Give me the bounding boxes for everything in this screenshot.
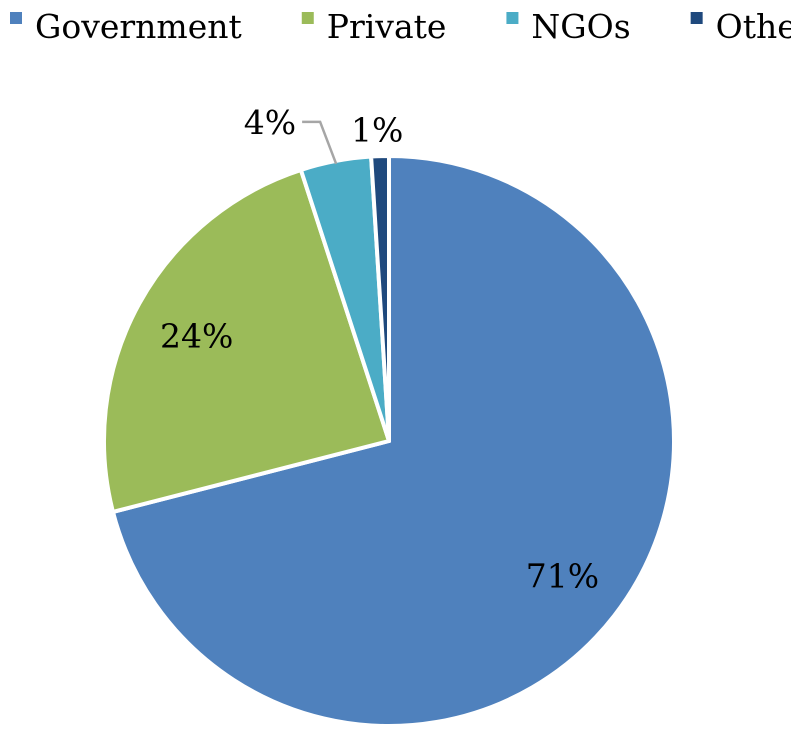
pie-slice	[110, 154, 676, 728]
legend-label: Private	[327, 7, 447, 46]
legend-swatch	[506, 12, 519, 24]
legend-swatch	[301, 12, 314, 24]
data-label: 71%	[526, 557, 599, 596]
legend-swatch	[690, 12, 703, 24]
leader-line	[302, 120, 338, 165]
legend-label: NGOs	[531, 7, 630, 46]
pie-slice	[102, 167, 391, 514]
pie-slice	[369, 154, 391, 443]
legend-swatch	[10, 12, 22, 24]
data-label: 24%	[160, 316, 233, 355]
legend-label: Other	[716, 7, 791, 46]
data-label: 4%	[244, 103, 296, 142]
data-label: 1%	[351, 111, 403, 150]
legend-label: Government	[35, 7, 242, 46]
